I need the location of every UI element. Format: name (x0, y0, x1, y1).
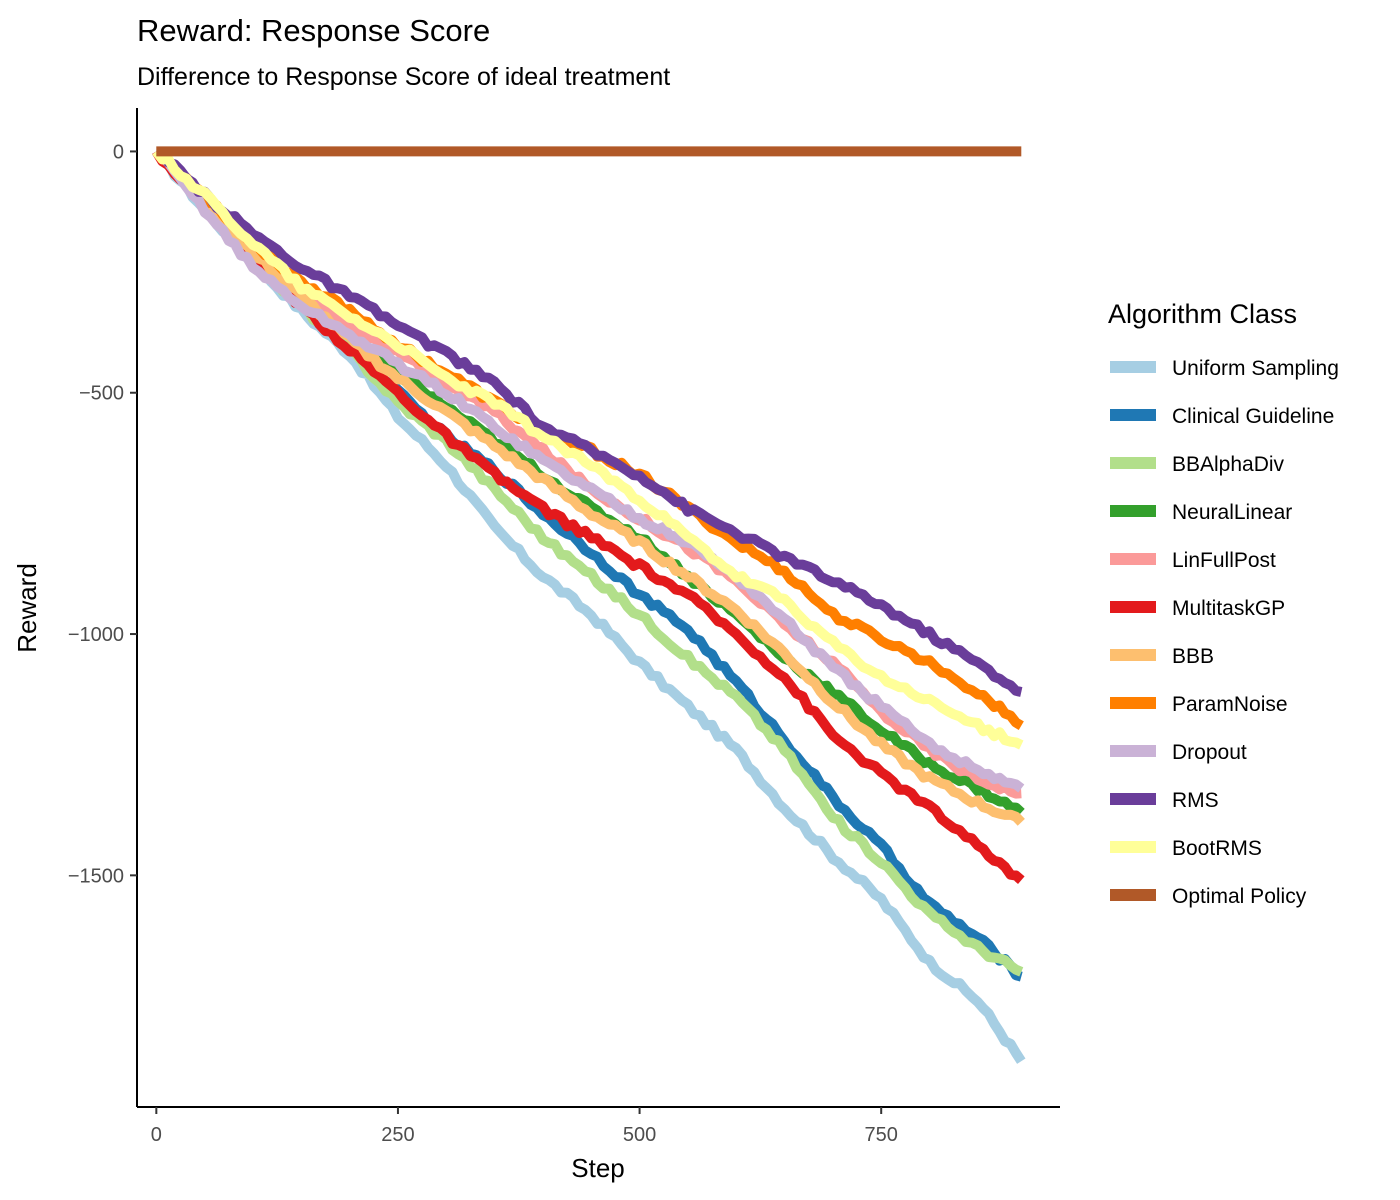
legend-swatch (1110, 457, 1156, 469)
legend-label: Uniform Sampling (1172, 357, 1339, 380)
legend-items: Uniform Sampling Clinical Guideline BBAlph… (1110, 357, 1339, 908)
legend-title: Algorithm Class (1108, 299, 1297, 329)
legend-item: BootRMS (1110, 837, 1262, 860)
x-axis-ticks: 0 250 500 750 (151, 1107, 898, 1146)
legend-swatch (1110, 889, 1156, 901)
series-line-bootrms (152, 148, 1024, 750)
legend-label: BootRMS (1172, 837, 1262, 860)
legend-swatch (1110, 361, 1156, 373)
x-axis-title: Step (571, 1153, 625, 1183)
legend-item: ParamNoise (1110, 693, 1288, 716)
y-axis-title: Reward (12, 563, 42, 653)
y-tick-label: −1500 (68, 865, 124, 887)
legend-item: Clinical Guideline (1110, 405, 1334, 428)
x-tick-label: 250 (381, 1124, 414, 1146)
chart-subtitle: Difference to Response Score of ideal tr… (137, 63, 670, 91)
legend-item: Optimal Policy (1110, 885, 1307, 908)
legend-item: RMS (1110, 789, 1219, 812)
legend-label: ParamNoise (1172, 693, 1288, 716)
legend-item: BBAlphaDiv (1110, 453, 1285, 476)
x-tick-label: 0 (151, 1124, 162, 1146)
legend-swatch (1110, 745, 1156, 757)
legend-item: LinFullPost (1110, 549, 1276, 572)
chart-title: Reward: Response Score (137, 13, 490, 48)
y-tick-label: −500 (79, 383, 124, 405)
legend-label: LinFullPost (1172, 549, 1276, 572)
legend-item: BBB (1110, 645, 1214, 668)
legend-item: MultitaskGP (1110, 597, 1285, 620)
legend-label: BBAlphaDiv (1172, 453, 1285, 476)
y-tick-label: −1000 (68, 624, 124, 646)
series-line-linfullpost (153, 147, 1022, 799)
series-line-rms (154, 146, 1023, 697)
series-line-paramnoise (152, 147, 1024, 731)
x-tick-label: 500 (623, 1124, 656, 1146)
legend-item: Dropout (1110, 741, 1247, 764)
series-layer (152, 146, 1026, 1064)
legend-item: Uniform Sampling (1110, 357, 1339, 380)
legend-label: NeuralLinear (1172, 501, 1292, 524)
legend-label: MultitaskGP (1172, 597, 1285, 620)
series-line-dropout (152, 147, 1025, 793)
legend-label: Optimal Policy (1172, 885, 1307, 908)
legend-label: BBB (1172, 645, 1214, 668)
legend-label: Clinical Guideline (1172, 405, 1334, 428)
legend-swatch (1110, 505, 1156, 517)
legend-swatch (1110, 553, 1156, 565)
legend-item: NeuralLinear (1110, 501, 1292, 524)
legend-swatch (1110, 841, 1156, 853)
legend-swatch (1110, 649, 1156, 661)
legend: Algorithm Class Uniform Sampling Clinical… (1108, 299, 1339, 908)
y-tick-label: 0 (113, 141, 124, 163)
legend-label: Dropout (1172, 741, 1247, 764)
y-axis-ticks: 0 −500 −1000 −1500 (68, 141, 137, 887)
legend-swatch (1110, 793, 1156, 805)
legend-swatch (1110, 409, 1156, 421)
x-tick-label: 750 (865, 1124, 898, 1146)
legend-swatch (1110, 601, 1156, 613)
legend-label: RMS (1172, 789, 1219, 812)
legend-swatch (1110, 697, 1156, 709)
